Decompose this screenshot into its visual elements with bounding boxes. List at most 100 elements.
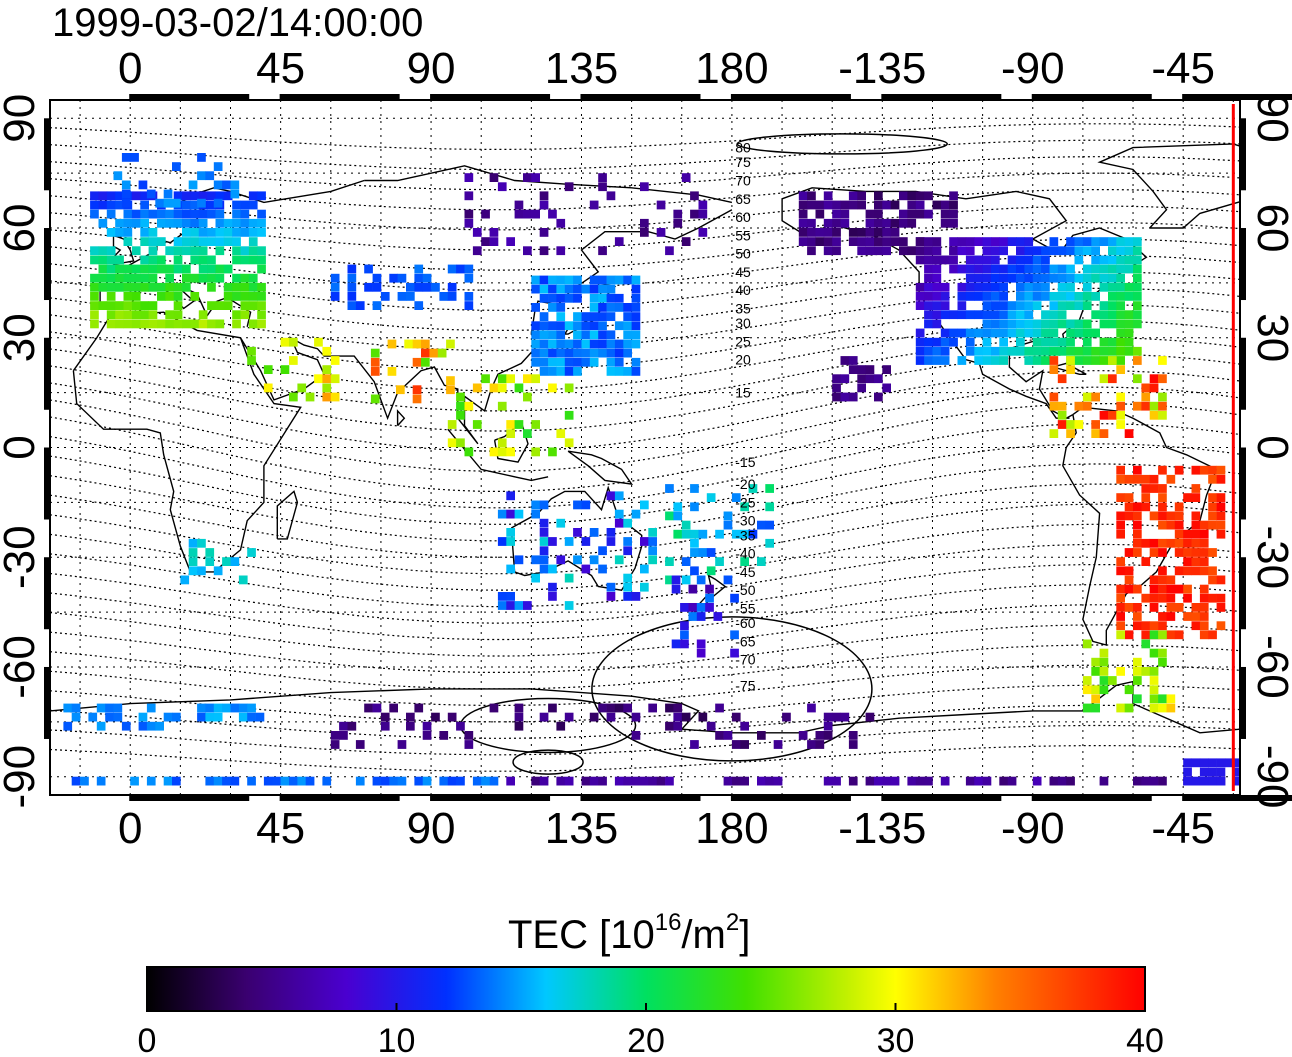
tec-cell [414, 703, 424, 713]
tec-cell [882, 237, 891, 246]
tec-cell [932, 310, 942, 320]
tec-cell [106, 209, 116, 219]
tec-cell [182, 246, 191, 256]
tec-cell [1099, 648, 1109, 658]
tec-cell [1199, 593, 1209, 603]
tec-cell [957, 310, 967, 320]
tec-cell [606, 284, 616, 294]
tec-cell [106, 319, 116, 329]
lat-label-right: 0 [1248, 435, 1292, 459]
tec-cell [514, 721, 524, 731]
tec-cell [631, 357, 641, 367]
tec-cell [623, 330, 632, 340]
tec-cell [1082, 264, 1092, 274]
tec-cell [531, 321, 540, 331]
tec-cell [940, 200, 950, 210]
tec-cell [163, 776, 173, 786]
tec-cell [1149, 685, 1159, 695]
tec-cell [96, 721, 106, 731]
top-tick-bar [1031, 94, 1152, 100]
tec-cell [999, 301, 1008, 310]
contour-line [50, 443, 1240, 525]
tec-cell [1183, 758, 1192, 768]
tec-cell [1116, 420, 1125, 429]
tec-cell [198, 264, 208, 274]
tec-cell [623, 321, 632, 331]
tec-cell [446, 339, 455, 349]
tec-cell [581, 330, 591, 340]
tec-cell [815, 731, 825, 740]
tec-cell [1091, 310, 1100, 320]
tec-cell [1049, 365, 1059, 374]
tec-cell [556, 293, 566, 303]
colorbar-tick-label: 0 [138, 1022, 157, 1057]
tec-cell [113, 703, 123, 713]
tec-cell [238, 712, 248, 722]
tec-cell [723, 776, 733, 786]
tec-cell [564, 293, 574, 303]
tec-cell [1116, 612, 1125, 621]
tec-cell [464, 218, 474, 228]
tec-cell [974, 328, 983, 338]
tec-cell [412, 357, 422, 367]
tec-cell [1166, 575, 1176, 585]
tec-cell [965, 328, 975, 338]
tec-cell [456, 721, 465, 731]
tec-cell [807, 237, 816, 246]
tec-cell [232, 273, 241, 283]
tec-cell [823, 228, 833, 237]
tec-cell [98, 246, 108, 256]
tec-cell [564, 410, 574, 420]
lat-label-left: 90 [0, 94, 44, 143]
tec-cell [1007, 319, 1017, 329]
tec-cell [330, 282, 340, 292]
tec-cell [447, 282, 457, 292]
tec-cell [882, 365, 891, 374]
tec-cell [840, 209, 850, 219]
tec-cell [322, 346, 332, 356]
tec-cell [1041, 282, 1050, 292]
tec-cell [665, 703, 674, 713]
tec-cell [182, 237, 191, 246]
tec-cell [723, 511, 733, 521]
contour-line [50, 238, 1240, 291]
tec-cell [991, 328, 1000, 338]
tec-cell [497, 509, 507, 519]
tec-cell [240, 273, 250, 283]
tec-cell [98, 301, 108, 310]
tec-cell [1091, 246, 1100, 256]
tec-cell [974, 310, 983, 320]
tec-cell [539, 275, 549, 285]
tec-cell [123, 228, 133, 237]
tec-cell [974, 273, 983, 283]
tec-cell [1199, 520, 1209, 530]
tec-cell [1057, 292, 1067, 301]
tec-cell [447, 712, 457, 722]
tec-cell [1049, 392, 1059, 402]
tec-cell [1032, 264, 1042, 274]
tec-cell [447, 264, 457, 274]
tec-cell [198, 310, 208, 320]
tec-cell [314, 374, 323, 384]
tec-cell [1208, 575, 1217, 585]
tec-cell [548, 582, 557, 592]
tec-cell [924, 292, 933, 301]
tec-cell [573, 330, 582, 340]
tec-cell [1007, 264, 1017, 274]
tec-cell [932, 301, 942, 310]
tec-cell [138, 721, 148, 731]
tec-cell [1041, 310, 1050, 320]
tec-cell [232, 237, 241, 246]
tec-cell [121, 198, 131, 208]
tec-cell [1199, 548, 1209, 557]
tec-cell [681, 529, 691, 539]
tec-cell [991, 237, 1000, 246]
tec-cell [506, 601, 515, 610]
tec-cell [173, 218, 183, 228]
tec-cell [389, 273, 398, 283]
tec-cell [489, 173, 499, 182]
tec-cell [1116, 301, 1125, 310]
tec-cell [1116, 667, 1125, 676]
tec-cell [589, 330, 599, 340]
tec-cell [991, 310, 1000, 320]
